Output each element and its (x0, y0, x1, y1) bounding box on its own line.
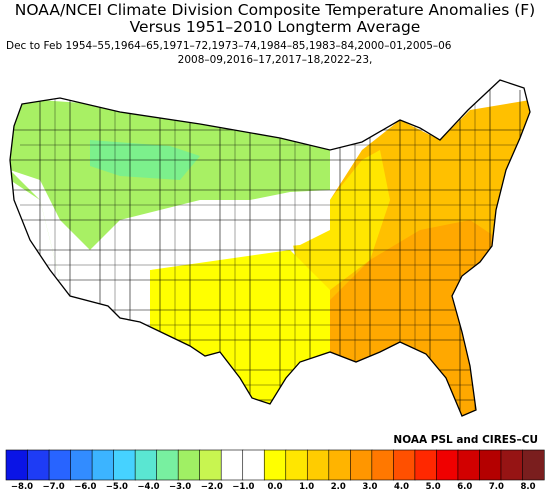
legend-swatch (393, 449, 416, 481)
us-climate-division-map (9, 79, 531, 417)
legend-swatch (371, 449, 394, 481)
legend-tick-label: −1.0 (232, 482, 255, 492)
legend-tick-label: 2.0 (330, 482, 346, 492)
legend-swatch (350, 449, 373, 481)
legend-swatch (177, 449, 201, 481)
season-years-line-2: 2008–09,2016–17,2017–18,2022–23, (177, 54, 373, 66)
legend-tick-label: −8.0 (10, 482, 34, 492)
legend-swatch (156, 449, 179, 481)
legend-swatch (113, 449, 136, 481)
legend-swatch (328, 449, 351, 481)
legend-tick-label: −3.0 (169, 482, 192, 492)
legend-swatch (479, 449, 502, 481)
legend-tick-label: 4.0 (393, 482, 410, 492)
legend-swatch (48, 449, 72, 481)
map-title-line-2: Versus 1951–2010 Longterm Average (129, 18, 421, 36)
legend-swatch (500, 449, 524, 481)
legend-swatch (5, 449, 29, 481)
credit-text: NOAA PSL and CIRES–CU (393, 434, 538, 446)
legend-tick-labels: −8.0 −7.0 −6.0 −5.0 −4.0 −3.0 −2.0 −1.0 0.0 1.0 2.… (0, 482, 550, 492)
season-years-line-1: Dec to Feb 1954–55,1964–65,1971–72,1973–… (6, 40, 452, 52)
legend-tick-label: 8.0 (520, 482, 536, 492)
legend-swatch (306, 449, 330, 481)
south-central-warm-region (150, 250, 330, 416)
legend-tick-label: −6.0 (74, 482, 97, 492)
legend-tick-label: 6.0 (457, 482, 473, 492)
legend-swatch (91, 449, 115, 481)
legend-tick-label: 3.0 (362, 482, 378, 492)
legend-swatch (199, 449, 222, 481)
legend-swatch (242, 449, 265, 481)
legend-tick-label: 0.0 (267, 482, 283, 492)
legend-swatch (285, 449, 308, 481)
legend-tick-label: −2.0 (200, 482, 223, 492)
legend-swatch (522, 449, 545, 481)
legend-swatch (220, 449, 244, 481)
legend-swatch (70, 449, 93, 481)
legend-tick-label: −7.0 (42, 482, 65, 492)
legend-tick-label: 7.0 (488, 482, 504, 492)
legend-swatch (134, 449, 158, 481)
legend-swatch (263, 449, 287, 481)
legend-swatch (27, 449, 50, 481)
legend-swatch (414, 449, 438, 481)
legend-tick-label: 1.0 (299, 482, 315, 492)
map-title: NOAA/NCEI Climate Division Composite Tem… (14, 1, 536, 19)
legend-swatch (457, 449, 481, 481)
legend-swatch (436, 449, 459, 481)
color-legend-bar (5, 449, 545, 481)
legend-tick-label: 5.0 (425, 482, 441, 492)
legend-tick-label: −4.0 (137, 482, 160, 492)
legend-tick-label: −5.0 (105, 482, 128, 492)
